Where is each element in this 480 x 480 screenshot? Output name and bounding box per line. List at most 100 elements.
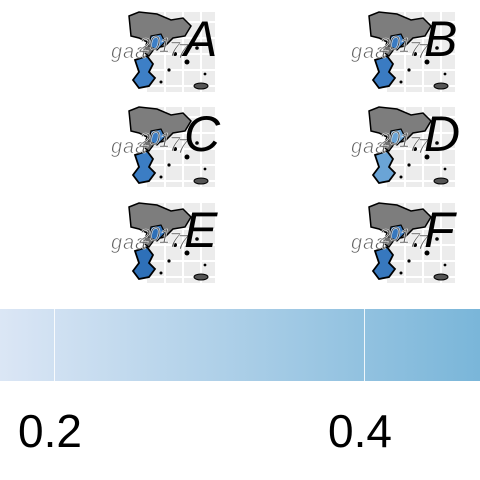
svg-text:1: 1 bbox=[159, 226, 170, 248]
svg-text:7: 7 bbox=[417, 232, 429, 254]
svg-text:7: 7 bbox=[409, 230, 421, 252]
svg-text:2: 2 bbox=[138, 35, 150, 57]
svg-text:7: 7 bbox=[177, 41, 189, 63]
svg-text:0: 0 bbox=[389, 224, 400, 246]
svg-text:7: 7 bbox=[417, 41, 429, 63]
svg-text:1: 1 bbox=[159, 35, 170, 57]
svg-text:2: 2 bbox=[378, 226, 390, 248]
legend-tick-mark bbox=[364, 309, 365, 381]
svg-text:1: 1 bbox=[159, 130, 170, 152]
svg-text:0: 0 bbox=[389, 128, 400, 150]
svg-text:a: a bbox=[375, 136, 386, 158]
svg-text:1: 1 bbox=[399, 130, 410, 152]
highlighted-region bbox=[131, 54, 157, 89]
panel-letter: C bbox=[184, 106, 221, 162]
svg-text:2: 2 bbox=[378, 35, 390, 57]
svg-text:a: a bbox=[135, 41, 146, 63]
svg-text:7: 7 bbox=[169, 230, 181, 252]
islands bbox=[159, 237, 209, 281]
highlighted-region-north bbox=[388, 224, 406, 242]
svg-text:g: g bbox=[111, 41, 122, 63]
highlighted-region-north bbox=[388, 128, 406, 146]
svg-text:1: 1 bbox=[399, 226, 410, 248]
svg-text:1: 1 bbox=[399, 35, 410, 57]
svg-text:2: 2 bbox=[138, 130, 150, 152]
svg-text:2: 2 bbox=[378, 130, 390, 152]
highlighted-region-north bbox=[148, 128, 166, 146]
svg-text:a: a bbox=[375, 41, 386, 63]
islands bbox=[399, 237, 449, 281]
svg-text:7: 7 bbox=[177, 232, 189, 254]
svg-text:a: a bbox=[123, 232, 134, 254]
legend-tick-mark bbox=[54, 309, 55, 381]
highlighted-region-north bbox=[388, 33, 406, 51]
landmass-north bbox=[128, 202, 192, 240]
svg-text:a: a bbox=[375, 232, 386, 254]
panel-letter: D bbox=[424, 106, 461, 162]
legend-tick-label: 0.2 bbox=[18, 405, 82, 457]
svg-text:7: 7 bbox=[409, 134, 421, 156]
svg-text:g: g bbox=[351, 136, 362, 158]
svg-text:2: 2 bbox=[138, 226, 150, 248]
svg-text:a: a bbox=[363, 41, 374, 63]
svg-text:a: a bbox=[123, 136, 134, 158]
svg-text:7: 7 bbox=[169, 134, 181, 156]
svg-text:a: a bbox=[363, 136, 374, 158]
svg-text:7: 7 bbox=[169, 39, 181, 61]
svg-text:7: 7 bbox=[409, 39, 421, 61]
svg-text:g: g bbox=[351, 232, 362, 254]
islands bbox=[399, 46, 449, 90]
landmass-north bbox=[128, 11, 192, 49]
svg-text:0: 0 bbox=[149, 224, 160, 246]
svg-text:a: a bbox=[135, 232, 146, 254]
panel-letter: B bbox=[424, 11, 458, 67]
panel-letter: E bbox=[184, 202, 218, 258]
highlighted-region bbox=[371, 54, 397, 89]
svg-text:0: 0 bbox=[149, 128, 160, 150]
landmass-north bbox=[368, 11, 432, 49]
legend-tick-label: 0.4 bbox=[328, 405, 392, 457]
svg-text:7: 7 bbox=[417, 136, 429, 158]
highlighted-region-north bbox=[148, 33, 166, 51]
highlighted-region bbox=[371, 245, 397, 280]
islands bbox=[159, 46, 209, 90]
landmass-north bbox=[368, 202, 432, 240]
landmass-north bbox=[128, 106, 192, 144]
highlighted-region bbox=[131, 245, 157, 280]
panel-letter: A bbox=[184, 11, 218, 67]
highlighted-region-north bbox=[148, 224, 166, 242]
svg-text:a: a bbox=[123, 41, 134, 63]
highlighted-region bbox=[131, 149, 157, 184]
svg-text:g: g bbox=[111, 136, 122, 158]
landmass-north bbox=[368, 106, 432, 144]
svg-text:g: g bbox=[111, 232, 122, 254]
panel-letter: F bbox=[424, 202, 455, 258]
svg-text:0: 0 bbox=[149, 33, 160, 55]
islands bbox=[399, 141, 449, 185]
svg-text:g: g bbox=[351, 41, 362, 63]
islands bbox=[159, 141, 209, 185]
svg-text:7: 7 bbox=[177, 136, 189, 158]
svg-text:a: a bbox=[363, 232, 374, 254]
svg-text:a: a bbox=[135, 136, 146, 158]
svg-text:0: 0 bbox=[389, 33, 400, 55]
highlighted-region bbox=[371, 149, 397, 184]
